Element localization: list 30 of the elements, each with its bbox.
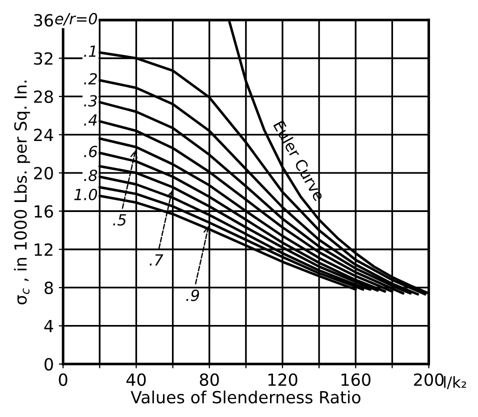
x-tick-label: 160 bbox=[342, 373, 370, 386]
y-tick-label: 4 bbox=[44, 320, 54, 332]
x-tick-label: 120 bbox=[268, 373, 298, 386]
y-tick-label: 12 bbox=[34, 243, 52, 256]
annotation: .5 bbox=[113, 214, 126, 226]
y-tick-label: 36 bbox=[34, 14, 54, 27]
y-tick-label: 28 bbox=[34, 90, 53, 104]
x-tick-label: 200 bbox=[414, 373, 444, 386]
series-label: .4 bbox=[84, 114, 97, 126]
y-tick-label: 24 bbox=[34, 128, 54, 142]
y-axis-title: σ$_{c}$ , in 1000 Lbs. per Sq. In. bbox=[14, 80, 30, 304]
y-tick-label: 0 bbox=[44, 358, 53, 371]
series-label: .1 bbox=[84, 46, 96, 57]
annotation: .9 bbox=[186, 290, 200, 302]
series-label: e/r=0 bbox=[55, 12, 98, 26]
series-label: 1.0 bbox=[74, 188, 98, 200]
series-label: .2 bbox=[84, 73, 97, 84]
series-label: .3 bbox=[84, 95, 97, 107]
y-tick-label: 32 bbox=[34, 52, 52, 65]
x-tick-label: 80 bbox=[200, 373, 219, 386]
text: l/k₂ bbox=[444, 376, 466, 390]
x-tick-label: 0 bbox=[58, 373, 68, 386]
x-tick-label: 40 bbox=[126, 373, 146, 386]
x-axis-title: Values of Slenderness Ratio bbox=[130, 390, 360, 404]
annotation: .7 bbox=[150, 254, 164, 266]
y-tick-label: 20 bbox=[34, 166, 53, 180]
series-label: .6 bbox=[84, 146, 98, 158]
y-tick-label: 16 bbox=[34, 205, 54, 218]
y-tick-label: 8 bbox=[44, 282, 53, 294]
series-label: .8 bbox=[84, 170, 98, 182]
